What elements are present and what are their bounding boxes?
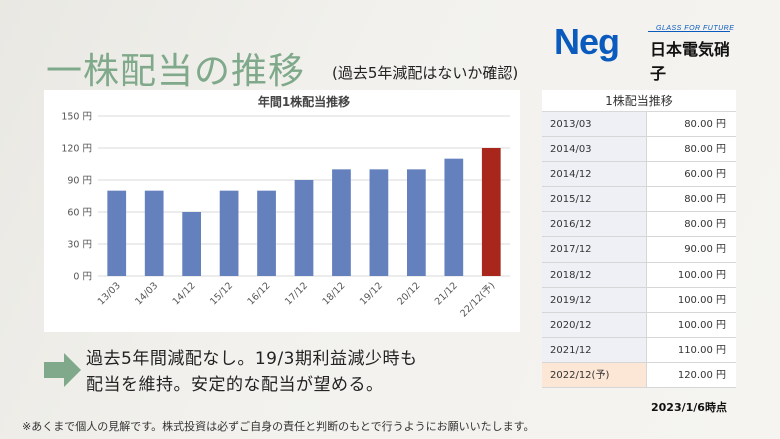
- table-header: 1株配当推移: [542, 90, 736, 112]
- chart-svg: 年間1株配当推移 0 円 30 円 60 円 90 円 120 円 150 円 13/03 14…: [61, 94, 510, 319]
- table-row: 2014/12 60.00 円: [542, 162, 736, 188]
- x-tick-label: 17/12: [283, 280, 310, 307]
- table-cell-period: 2014/12: [542, 162, 647, 187]
- table-cell-period: 2018/12: [542, 262, 647, 287]
- table-body: 2013/03 80.00 円 2014/03 80.00 円 2014/12 60.00…: [542, 112, 736, 389]
- disclaimer-footnote: ※あくまで個人の見解です。株式投資は必ずご自身の責任と判断のもとで行うようにお願…: [22, 420, 535, 433]
- comment-line-2: 配当を維持。安定的な配当が望める。: [86, 375, 384, 395]
- page-title: 一株配当の推移: [46, 51, 306, 92]
- bar: [219, 190, 239, 276]
- chart-title: 年間1株配当推移: [258, 94, 350, 109]
- bar: [369, 169, 389, 276]
- logo-tagline: GLASS FOR FUTURE: [656, 25, 735, 32]
- bar: [257, 190, 276, 276]
- table-cell-value: 80.00 円: [684, 219, 726, 231]
- x-tick-label: 18/12: [320, 280, 347, 307]
- x-tick-label: 14/03: [133, 280, 160, 307]
- table-row: 2013/03 80.00 円: [542, 112, 736, 138]
- table-cell-period: 2019/12: [542, 287, 647, 312]
- dividend-table: 1株配当推移 2013/03 80.00 円 2014/03 80.00 円 2014/…: [542, 90, 736, 389]
- x-tick-label: 22/12(予): [458, 280, 497, 319]
- x-tick-label: 20/12: [395, 280, 422, 307]
- table-row: 2014/03 80.00 円: [542, 137, 736, 163]
- table-row: 2018/12 100.00 円: [542, 262, 736, 288]
- company-logo: Neg GLASS FOR FUTURE 日本電気硝子: [552, 21, 736, 84]
- bar: [144, 190, 164, 276]
- x-tick-label: 15/12: [208, 280, 235, 307]
- arrow-right-icon: [44, 353, 81, 387]
- x-tick-label: 16/12: [246, 280, 273, 307]
- dividend-bar-chart: 年間1株配当推移 0 円 30 円 60 円 90 円 120 円 150 円 13/03 14…: [44, 90, 520, 332]
- table-cell-period: 2022/12(予): [542, 362, 647, 388]
- as-of-date: 2023/1/6時点: [651, 401, 727, 414]
- table-cell-period: 2017/12: [542, 237, 647, 262]
- bar: [481, 148, 501, 276]
- table-row: 2022/12(予) 120.00 円: [542, 362, 736, 389]
- logo-company-name: 日本電気硝子: [650, 40, 731, 83]
- table-cell-value: 80.00 円: [684, 119, 726, 130]
- table-cell-period: 2013/03: [542, 112, 647, 137]
- summary-comment: 過去5年間減配なし。19/3期利益減少時も 配当を維持。安定的な配当が望める。: [86, 346, 418, 398]
- y-tick-label: 30 円: [67, 240, 92, 251]
- bar: [107, 190, 127, 276]
- table-row: 2016/12 80.00 円: [542, 212, 736, 238]
- table-cell-period: 2015/12: [542, 187, 647, 212]
- table-row: 2019/12 100.00 円: [542, 287, 736, 313]
- table-cell-period: 2020/12: [542, 312, 647, 337]
- x-tick-label: 19/12: [358, 280, 385, 307]
- bar: [444, 158, 464, 276]
- bar: [182, 212, 201, 276]
- x-tick-label: 21/12: [433, 280, 460, 307]
- y-tick-label: 90 円: [67, 176, 92, 187]
- table-cell-value: 120.00 円: [677, 369, 726, 381]
- y-tick-label: 150 円: [61, 112, 92, 123]
- table-cell-value: 110.00 円: [677, 344, 726, 356]
- bar: [332, 169, 351, 276]
- page-subtitle: (過去5年減配はないか確認): [332, 64, 519, 82]
- table-cell-period: 2016/12: [542, 212, 647, 237]
- x-tick-label: 14/12: [171, 280, 198, 307]
- table-row: 2015/12 80.00 円: [542, 187, 736, 213]
- table-cell-value: 90.00 円: [684, 244, 726, 256]
- x-tick-label: 13/03: [96, 280, 123, 307]
- table-cell-period: 2021/12: [542, 337, 647, 362]
- y-tick-label: 0 円: [73, 272, 92, 283]
- table-row: 2020/12 100.00 円: [542, 312, 736, 338]
- table-cell-value: 100.00 円: [677, 319, 726, 331]
- logo-divider: [648, 31, 730, 32]
- comment-line-1: 過去5年間減配なし。19/3期利益減少時も: [86, 349, 418, 369]
- table-cell-value: 60.00 円: [684, 169, 726, 181]
- table-cell-period: 2014/03: [542, 137, 647, 162]
- table-cell-value: 80.00 円: [684, 144, 726, 156]
- table-cell-value: 100.00 円: [677, 294, 726, 306]
- y-tick-label: 60 円: [67, 208, 92, 219]
- table-cell-value: 100.00 円: [677, 269, 726, 281]
- logo-brand: Neg: [554, 21, 620, 62]
- bar: [407, 169, 426, 276]
- bar: [294, 180, 314, 276]
- y-tick-label: 120 円: [61, 144, 92, 155]
- table-row: 2017/12 90.00 円: [542, 237, 736, 263]
- table-cell-value: 80.00 円: [684, 194, 726, 206]
- table-row: 2021/12 110.00 円: [542, 337, 736, 363]
